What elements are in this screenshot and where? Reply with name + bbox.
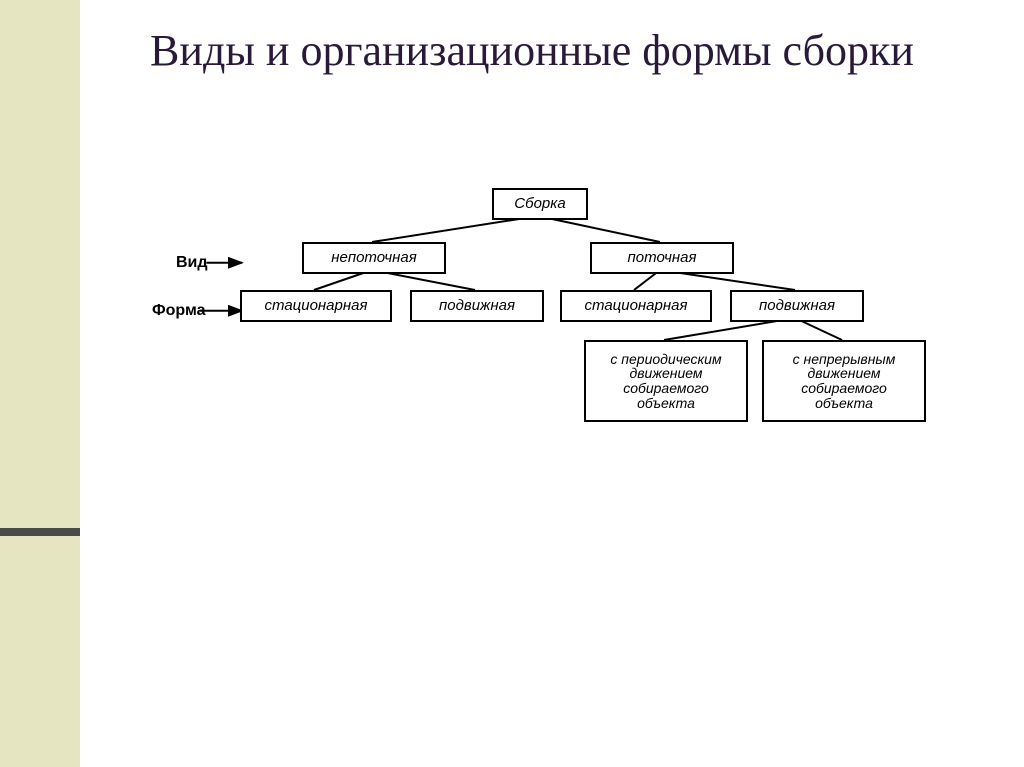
node-f2: подвижная	[410, 290, 544, 322]
node-f4: подвижная	[730, 290, 864, 322]
slide-title: Виды и организационные формы сборки	[80, 26, 984, 77]
diagram-edges	[110, 180, 930, 480]
node-v2: поточная	[590, 242, 734, 274]
row-label-lbl-vid: Вид	[176, 254, 208, 272]
node-v1: непоточная	[302, 242, 446, 274]
sidebar-decoration	[0, 0, 80, 767]
row-label-lbl-forma: Форма	[152, 302, 206, 320]
node-f1: стационарная	[240, 290, 392, 322]
node-f3: стационарная	[560, 290, 712, 322]
node-d2: с непрерывнымдвижениемсобираемогообъекта	[762, 340, 926, 422]
node-root: Сборка	[492, 188, 588, 220]
node-d1: с периодическимдвижениемсобираемогообъек…	[584, 340, 748, 422]
slide: Виды и организационные формы сборки Сбор…	[0, 0, 1024, 767]
accent-bar	[0, 528, 80, 536]
diagram-container: Сборка непоточная поточная стационарная подв…	[110, 180, 930, 480]
